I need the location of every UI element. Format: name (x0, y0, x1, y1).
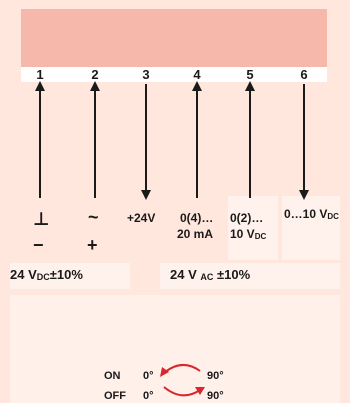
rotation-off-to: 90° (207, 390, 224, 402)
rotation-arrow-off-head (195, 387, 205, 395)
label-t5-line1: 0(2)… (230, 211, 264, 225)
rotation-off-label: OFF (104, 390, 126, 402)
label-box-6 (282, 196, 340, 260)
label-t4-line1: 0(4)… (180, 211, 214, 225)
label-minus: − (33, 235, 44, 255)
terminal-number-1: 1 (36, 67, 44, 82)
terminal-number-3: 3 (142, 67, 150, 82)
terminal-strip: 1 2 3 4 5 6 (21, 67, 327, 82)
supply-dc-label: 24 VDC±10% (10, 267, 83, 282)
supply-ac-label: 24 V AC ±10% (170, 267, 251, 282)
rotation-off-from: 0° (143, 390, 154, 402)
label-plus: + (87, 235, 98, 255)
rotation-on-from: 0° (143, 370, 154, 382)
terminal-number-2: 2 (91, 67, 99, 82)
rotation-on-label: ON (104, 370, 121, 382)
rotation-panel (10, 295, 340, 403)
rotation-arrow-off (163, 386, 201, 397)
label-t6: 0…10 VDC (284, 207, 339, 221)
terminal-number-6: 6 (300, 67, 308, 82)
rotation-arrow-on-head (160, 367, 169, 377)
actuator-housing (21, 9, 327, 67)
label-box-5 (228, 196, 278, 260)
ac-supply-box (160, 263, 340, 289)
label-ac-symbol: ~ (88, 207, 99, 227)
label-plus-24v: +24V (127, 211, 156, 225)
terminal-number-4: 4 (193, 67, 201, 82)
dc-supply-box (10, 263, 130, 289)
label-t4-line2: 20 mA (177, 227, 214, 241)
terminal-number-5: 5 (246, 67, 254, 82)
rotation-arrow-on (163, 364, 201, 374)
label-t5-line2: 10 VDC (230, 227, 267, 241)
rotation-on-to: 90° (207, 370, 224, 382)
label-ground-symbol: ⊥ (33, 209, 50, 229)
